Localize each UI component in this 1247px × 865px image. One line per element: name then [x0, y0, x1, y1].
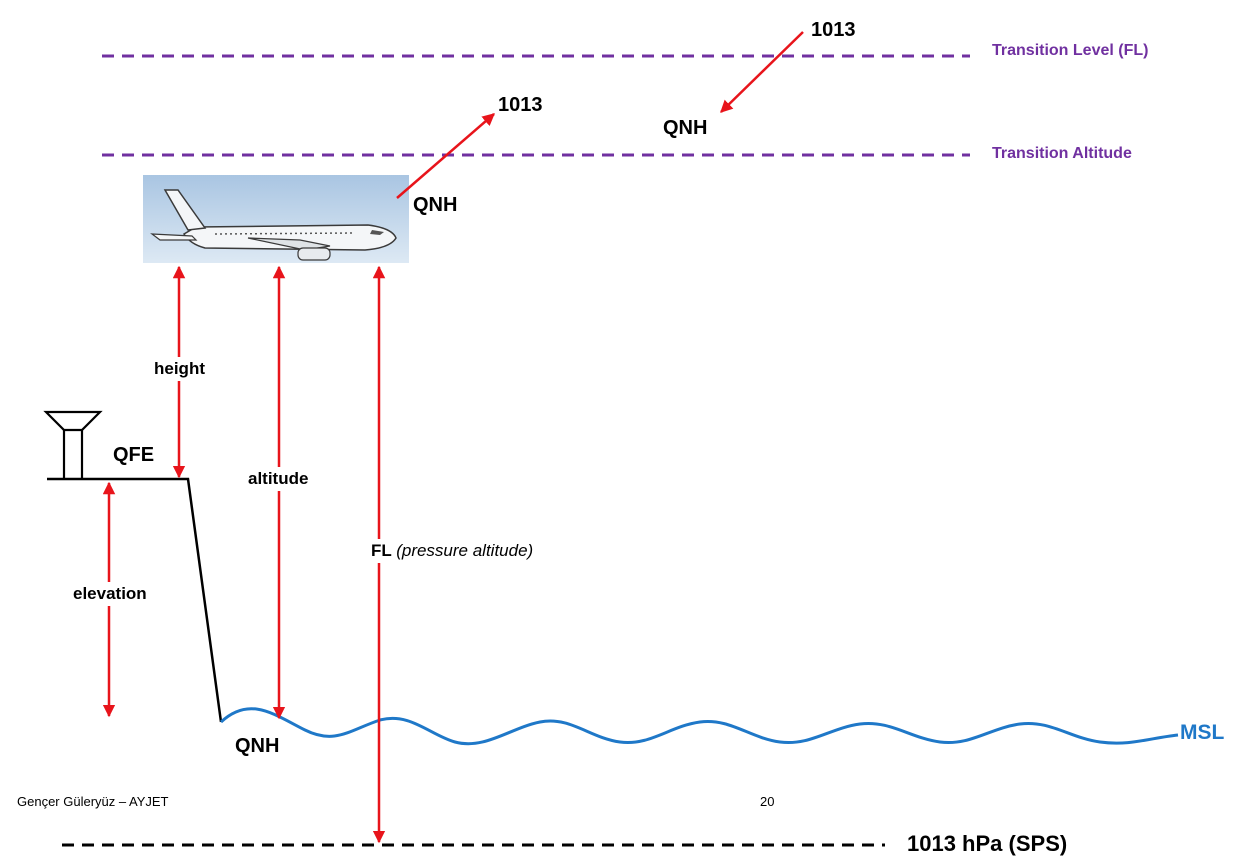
elevation-label: elevation	[71, 582, 149, 606]
ground-qnh-label: QNH	[235, 735, 280, 757]
footer-author: Gençer Güleryüz – AYJET	[17, 794, 169, 809]
aircraft-picture	[143, 175, 409, 263]
sps-label: 1013 hPa (SPS)	[907, 831, 1068, 856]
altitude-label: altitude	[246, 467, 311, 491]
msl-label: MSL	[1180, 721, 1225, 744]
fl-abbrev: FL	[371, 541, 392, 560]
fl-description: (pressure altitude)	[396, 541, 534, 560]
qfe-label: QFE	[113, 444, 155, 466]
height-label: height	[152, 357, 207, 381]
aircraft-qnh-label: QNH	[413, 194, 458, 216]
transition-level-label: Transition Level (FL)	[992, 42, 1149, 59]
arrow-1013-to-qnh	[720, 31, 804, 113]
upper-qnh-label: QNH	[663, 117, 708, 139]
tower-icon	[43, 410, 103, 478]
upper-1013-label: 1013	[811, 19, 856, 41]
arrow-qnh-to-1013	[396, 113, 495, 199]
terrain-profile	[47, 477, 223, 723]
mid-1013-label: 1013	[498, 94, 543, 116]
page-number: 20	[760, 794, 775, 809]
airplane-icon	[150, 189, 397, 261]
fl-label: FL (pressure altitude)	[368, 539, 537, 563]
sea-surface	[219, 707, 1179, 746]
transition-altitude-label: Transition Altitude	[992, 145, 1132, 162]
